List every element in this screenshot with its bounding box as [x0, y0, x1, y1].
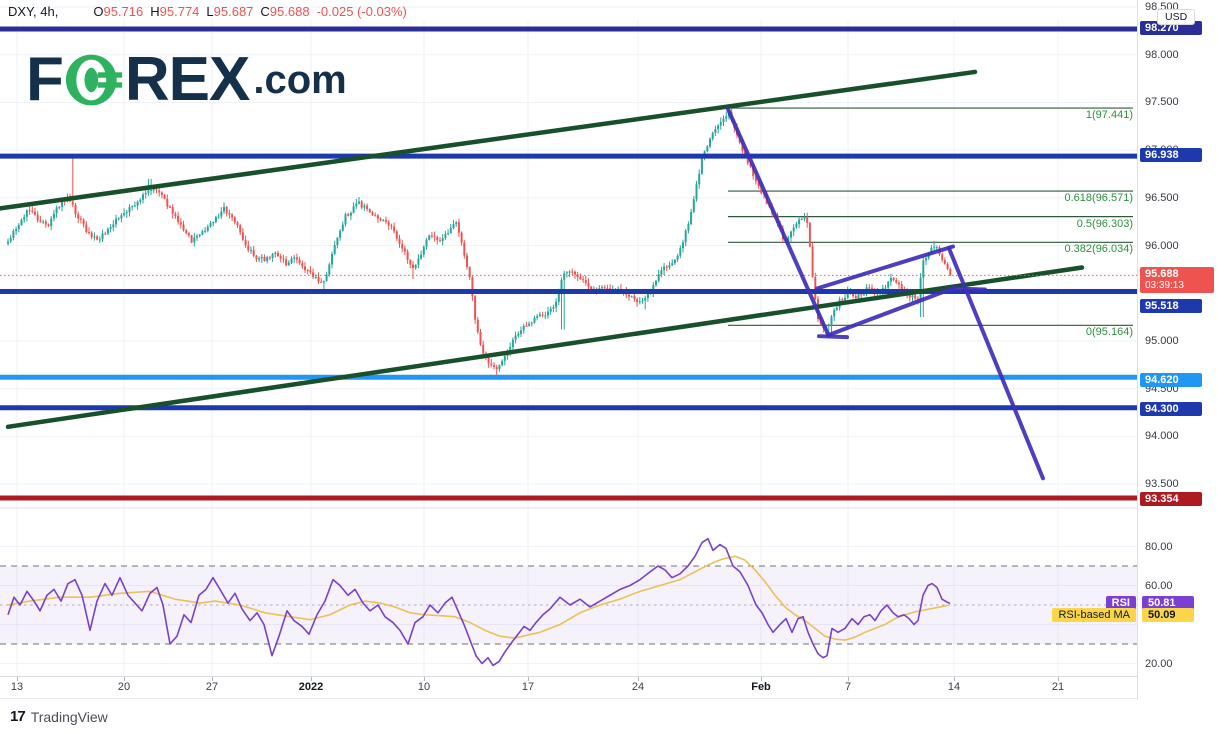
high-label: H: [150, 4, 160, 19]
price-level-badge: 94.620: [1140, 373, 1202, 387]
time-axis-label: 27: [205, 681, 219, 693]
time-axis-tick: [124, 677, 125, 681]
time-axis-label: 21: [1051, 681, 1065, 693]
time-axis-label: 7: [844, 681, 852, 693]
chart-canvas[interactable]: [0, 0, 1218, 700]
low-label: L: [206, 4, 214, 19]
time-axis-tick: [954, 677, 955, 681]
price-tick-label: 95.000: [1145, 334, 1179, 347]
ohlc-values: O95.716 H95.774 L95.687 C95.688: [86, 4, 309, 19]
price-tick-label: 96.000: [1145, 239, 1179, 252]
fib-level-label: 0.618(96.571): [1064, 192, 1134, 205]
forex-logo-rex: REX: [124, 45, 250, 114]
price-level-badge: 94.300: [1140, 402, 1202, 416]
bar-countdown: 03:39:13: [1145, 280, 1184, 291]
rsi-ma-badge: RSI-based MA: [1052, 607, 1136, 622]
current-price-value: 95.688: [1145, 268, 1179, 280]
rsi-tick-label: 80.00: [1145, 540, 1173, 553]
change-value: -0.025 (-0.03%): [316, 4, 407, 19]
forex-logo-dotcom: .com: [253, 58, 347, 102]
current-price-badge: 95.688 03:39:13: [1140, 267, 1214, 293]
fib-level-label: 1(97.441): [1085, 109, 1133, 122]
rsi-indicator-badge: RSI: [1105, 596, 1136, 611]
time-axis-tick: [848, 677, 849, 681]
high-value: 95.774: [159, 4, 200, 19]
price-level-badge: 96.938: [1140, 148, 1202, 162]
time-axis-tick: [528, 677, 529, 681]
close-label: C: [260, 4, 270, 19]
price-tick-label: 94.000: [1145, 430, 1179, 443]
rsi-tick-label: 20.00: [1145, 657, 1173, 670]
open-value: 95.716: [103, 4, 144, 19]
time-axis[interactable]: 13 20 27 2022 10 17 24 Feb 7 14 21: [0, 676, 1137, 699]
fib-level-label: 0(95.164): [1085, 326, 1133, 339]
footer: 17 TradingView: [10, 708, 108, 725]
price-scale[interactable]: USD 98.50098.00097.50097.00096.50096.000…: [1137, 0, 1218, 700]
time-axis-tick: [761, 677, 762, 681]
price-level-badge: 93.354: [1140, 492, 1202, 506]
time-axis-label: Feb: [751, 681, 771, 693]
time-axis-label: 14: [947, 681, 961, 693]
time-axis-label: 20: [117, 681, 131, 693]
time-axis-label: 10: [417, 681, 431, 693]
price-tick-label: 93.500: [1145, 478, 1179, 491]
fib-level-label: 0.5(96.303): [1076, 217, 1133, 230]
close-value: 95.688: [269, 4, 310, 19]
time-axis-tick: [424, 677, 425, 681]
time-axis-tick: [638, 677, 639, 681]
time-axis-tick: [311, 677, 312, 681]
price-level-badge: 95.518: [1140, 299, 1202, 313]
symbol-legend[interactable]: DXY, 4h, O95.716 H95.774 L95.687 C95.688 -0.0…: [8, 4, 407, 19]
time-axis-label: 17: [521, 681, 535, 693]
tradingview-logo-icon[interactable]: 17: [10, 708, 26, 725]
rsi-tick-label: 60.00: [1145, 579, 1173, 592]
time-axis-label: 2022: [298, 681, 324, 693]
price-tick-label: 98.000: [1145, 48, 1179, 61]
tradingview-brand[interactable]: TradingView: [30, 708, 108, 725]
time-axis-tick: [17, 677, 18, 681]
forex-logo-f: F: [26, 45, 64, 114]
rsi-ma-value-badge: 50.09: [1142, 607, 1194, 622]
low-value: 95.687: [213, 4, 254, 19]
time-axis-label: 13: [10, 681, 24, 693]
forex-coin-icon: [65, 51, 123, 109]
time-axis-label: 24: [631, 681, 645, 693]
symbol-title: DXY, 4h,: [8, 4, 59, 19]
price-tick-label: 97.500: [1145, 96, 1179, 109]
time-axis-tick: [212, 677, 213, 681]
fib-level-label: 0.382(96.034): [1064, 243, 1134, 256]
price-tick-label: 96.500: [1145, 191, 1179, 204]
time-axis-tick: [1058, 677, 1059, 681]
currency-button[interactable]: USD: [1157, 9, 1196, 25]
open-label: O: [93, 4, 104, 19]
forex-logo: F REX .com: [26, 45, 347, 114]
rsi-value-badge: 50.81: [1142, 596, 1194, 611]
